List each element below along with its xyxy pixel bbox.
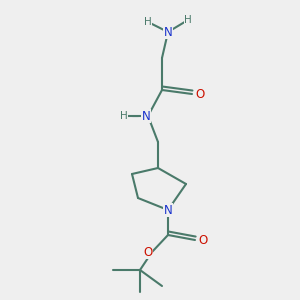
Text: N: N (164, 26, 172, 38)
Text: N: N (164, 203, 172, 217)
Text: O: O (143, 245, 153, 259)
Text: H: H (184, 15, 192, 25)
Text: O: O (198, 233, 208, 247)
Text: O: O (195, 88, 205, 100)
Text: H: H (144, 17, 152, 27)
Text: H: H (120, 111, 128, 121)
Text: N: N (142, 110, 150, 122)
